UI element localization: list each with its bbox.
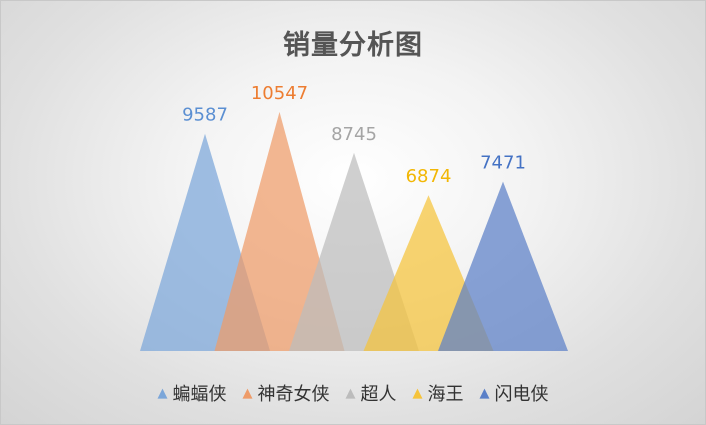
legend-label: 蝙蝠侠 xyxy=(172,384,227,405)
legend-label: 海王 xyxy=(427,384,464,405)
data-label-3: 8745 xyxy=(331,124,377,145)
bar-5 xyxy=(438,181,568,351)
legend-item-2: ▲ 神奇女侠 xyxy=(243,380,330,406)
legend-label: 超人 xyxy=(360,384,397,405)
legend-item-1: ▲ 蝙蝠侠 xyxy=(158,380,227,406)
triangle-marker-icon: ▲ xyxy=(345,385,356,401)
legend: ▲ 蝙蝠侠 ▲ 神奇女侠 ▲ 超人 ▲ 海王 ▲ 闪电侠 xyxy=(1,379,705,407)
triangle-marker-icon: ▲ xyxy=(157,385,168,401)
triangle-marker-icon: ▲ xyxy=(412,385,423,401)
triangle-marker-icon: ▲ xyxy=(479,385,490,401)
data-label-5: 7471 xyxy=(480,153,526,174)
triangle-marker-icon: ▲ xyxy=(242,385,253,401)
data-label-1: 9587 xyxy=(182,105,228,126)
legend-label: 神奇女侠 xyxy=(257,384,330,405)
legend-item-3: ▲ 超人 xyxy=(346,380,397,406)
chart-title: 销量分析图 xyxy=(283,30,423,61)
legend-item-5: ▲ 闪电侠 xyxy=(480,380,549,406)
legend-item-4: ▲ 海王 xyxy=(413,380,464,406)
legend-label: 闪电侠 xyxy=(494,384,549,405)
data-label-2: 10547 xyxy=(251,83,308,104)
data-label-4: 6874 xyxy=(406,166,452,187)
